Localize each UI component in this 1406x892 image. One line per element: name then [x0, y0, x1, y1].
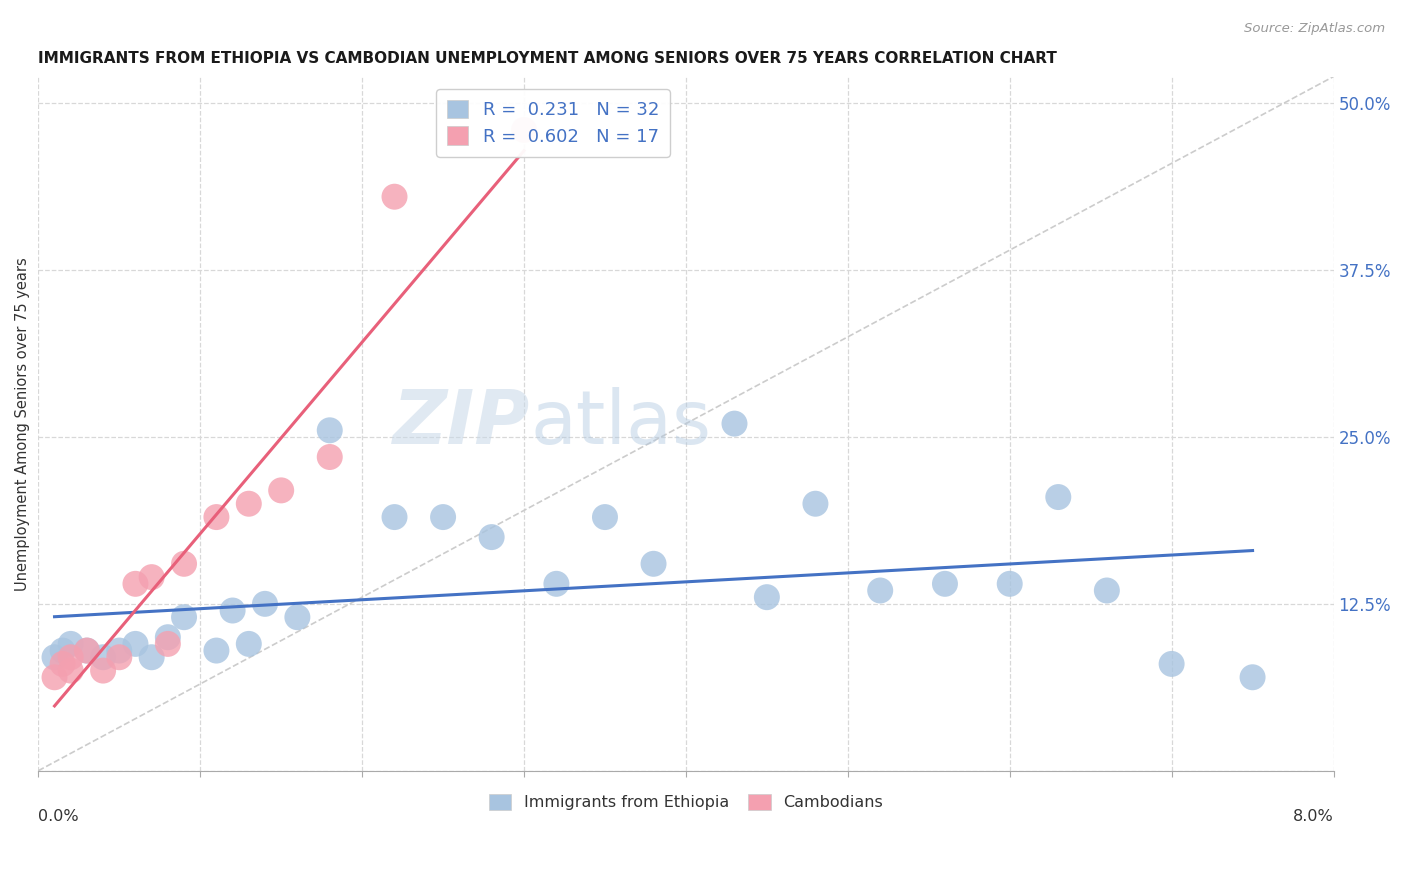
Point [432, 510, 454, 524]
Point [238, 637, 260, 651]
Point [755, 590, 778, 604]
Point [44, 650, 66, 665]
Point [319, 423, 342, 437]
Y-axis label: Unemployment Among Seniors over 75 years: Unemployment Among Seniors over 75 years [15, 257, 30, 591]
Point [173, 610, 195, 624]
Text: atlas: atlas [530, 387, 711, 460]
Point [253, 597, 276, 611]
Point [141, 570, 163, 584]
Point [546, 577, 568, 591]
Point [643, 557, 665, 571]
Point [59, 637, 82, 651]
Point [59, 664, 82, 678]
Point [52, 643, 75, 657]
Point [108, 650, 131, 665]
Point [804, 497, 827, 511]
Point [384, 510, 406, 524]
Point [869, 583, 891, 598]
Point [156, 630, 179, 644]
Point [287, 610, 309, 624]
Point [723, 417, 745, 431]
Text: 0.0%: 0.0% [38, 809, 79, 824]
Point [173, 557, 195, 571]
Point [59, 650, 82, 665]
Legend: Immigrants from Ethiopia, Cambodians: Immigrants from Ethiopia, Cambodians [481, 786, 891, 818]
Point [91, 664, 114, 678]
Point [124, 637, 146, 651]
Text: IMMIGRANTS FROM ETHIOPIA VS CAMBODIAN UNEMPLOYMENT AMONG SENIORS OVER 75 YEARS C: IMMIGRANTS FROM ETHIOPIA VS CAMBODIAN UN… [38, 51, 1057, 66]
Point [593, 510, 616, 524]
Point [44, 670, 66, 684]
Point [384, 190, 406, 204]
Point [513, 123, 536, 137]
Text: ZIP: ZIP [394, 387, 530, 460]
Point [205, 643, 228, 657]
Point [1047, 490, 1070, 504]
Point [270, 483, 292, 498]
Point [141, 650, 163, 665]
Point [124, 577, 146, 591]
Text: 8.0%: 8.0% [1292, 809, 1333, 824]
Point [52, 657, 75, 671]
Point [76, 643, 98, 657]
Point [1160, 657, 1182, 671]
Point [76, 643, 98, 657]
Text: Source: ZipAtlas.com: Source: ZipAtlas.com [1244, 22, 1385, 36]
Point [205, 510, 228, 524]
Point [1241, 670, 1264, 684]
Point [934, 577, 956, 591]
Point [91, 650, 114, 665]
Point [998, 577, 1021, 591]
Point [221, 603, 243, 617]
Point [108, 643, 131, 657]
Point [481, 530, 503, 544]
Point [238, 497, 260, 511]
Point [156, 637, 179, 651]
Point [319, 450, 342, 464]
Point [1095, 583, 1118, 598]
